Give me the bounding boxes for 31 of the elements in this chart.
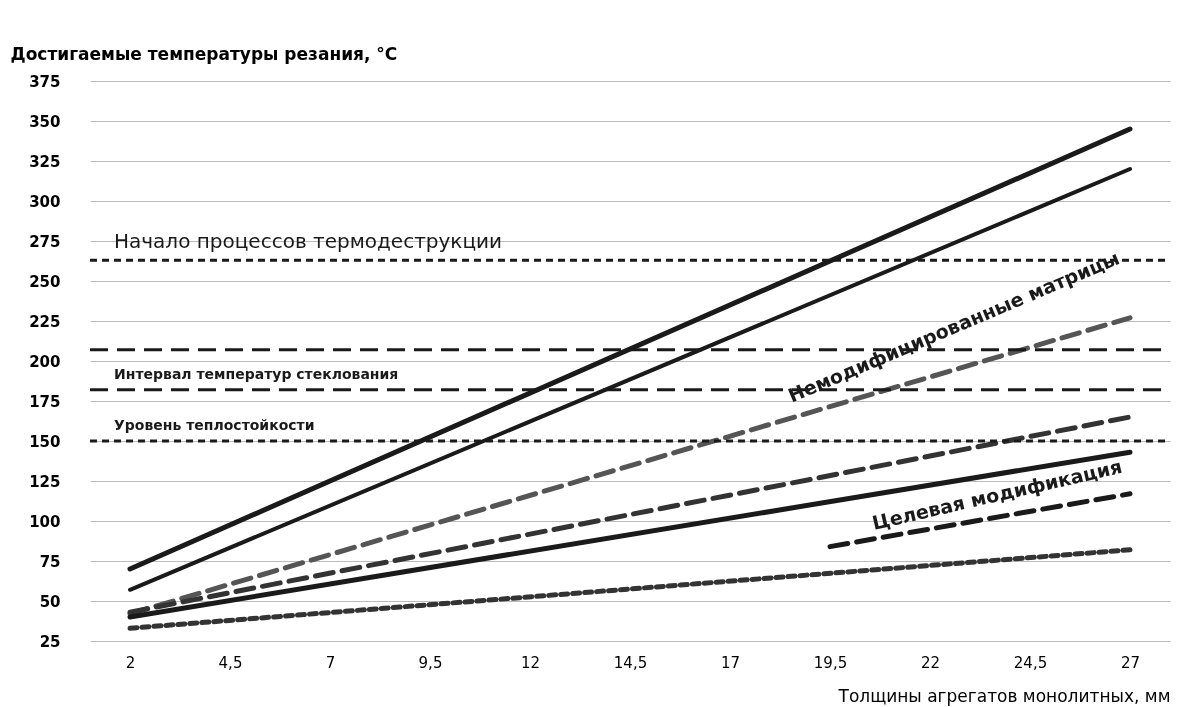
y-tick-label: 375 (29, 72, 61, 91)
x-tick-label: 14,5 (613, 653, 648, 672)
x-tick-label: 19,5 (813, 653, 848, 672)
y-axis-title: Достигаемые температуры резания, °C (10, 43, 398, 64)
y-tick-label: 300 (29, 192, 61, 211)
ref-line-label: Начало процессов термодеструкции (114, 229, 503, 254)
y-tick-label: 350 (29, 112, 61, 131)
y-tick-label: 325 (29, 152, 61, 171)
y-tick-label: 200 (29, 352, 61, 371)
x-tick-label: 7 (325, 653, 336, 672)
x-tick-label: 2 (125, 653, 136, 672)
y-tick-label: 125 (29, 472, 61, 491)
x-tick-label: 12 (520, 653, 541, 672)
y-tick-label: 100 (29, 512, 61, 531)
ref-line-label: Интервал температур стеклования (114, 365, 399, 382)
x-tick-label: 9,5 (418, 653, 443, 672)
y-tick-label: 225 (29, 312, 61, 331)
y-tick-label: 150 (29, 432, 61, 451)
x-tick-label: 24,5 (1013, 653, 1048, 672)
y-tick-label: 25 (39, 632, 61, 651)
x-tick-label: 4,5 (218, 653, 243, 672)
y-tick-label: 75 (39, 552, 61, 571)
x-tick-label: 22 (920, 653, 941, 672)
y-tick-label: 250 (29, 272, 61, 291)
x-tick-label: 27 (1120, 653, 1141, 672)
x-tick-label: 17 (720, 653, 741, 672)
ref-line-label: Уровень теплостойкости (114, 417, 315, 433)
y-tick-label: 50 (39, 592, 61, 611)
x-axis-title: Толщины агрегатов монолитных, мм (837, 685, 1171, 706)
y-tick-label: 275 (29, 232, 61, 251)
y-tick-label: 175 (29, 392, 61, 411)
